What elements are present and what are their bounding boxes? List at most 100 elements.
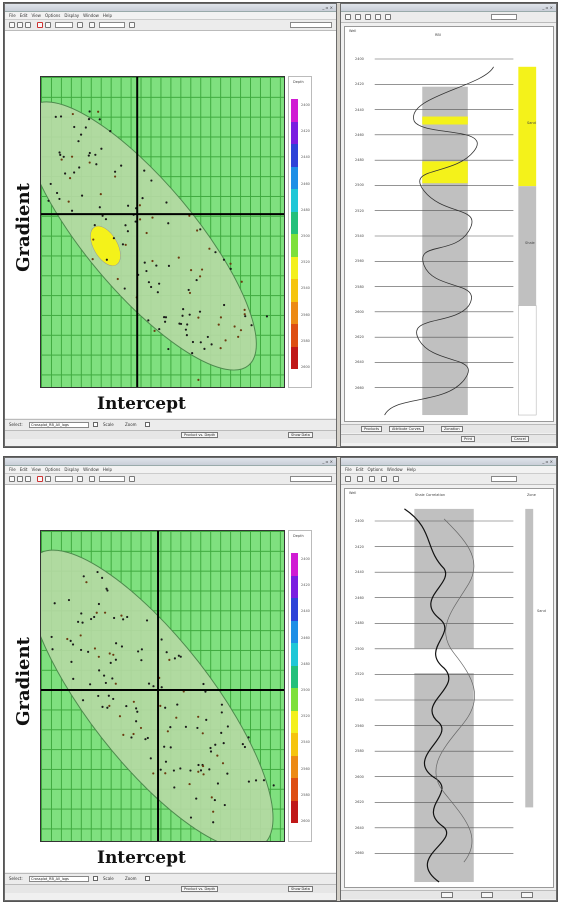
menu-file[interactable]: File [345,467,352,472]
pointer-icon[interactable] [9,22,15,28]
tool-icon[interactable] [345,476,351,482]
menu-options[interactable]: Options [44,13,61,18]
color-icon[interactable] [129,476,135,482]
product-depth-button[interactable]: Product vs. Depth [181,432,219,438]
colorbar-swatch [291,324,298,347]
zoom-select[interactable] [55,22,73,28]
save-icon[interactable] [25,22,31,28]
tab-zonation[interactable]: Zonation [441,426,463,432]
crossplot[interactable] [40,76,285,388]
select-checkbox[interactable] [93,876,98,881]
scatter-point [107,694,110,697]
scatter-point [54,115,57,118]
pointer-icon[interactable] [9,476,15,482]
scatter-point [265,315,269,318]
crossplot-window: _ ▫ × File Edit View Options Display Window He… [4,3,337,447]
tool-icon[interactable] [365,14,371,20]
crossplot-select[interactable]: Crossplot_RB_All_logs [29,422,89,428]
tool-icon[interactable] [357,476,363,482]
zoom-select[interactable] [55,476,73,482]
save-icon[interactable] [25,476,31,482]
open-icon[interactable] [17,22,23,28]
template-select[interactable] [290,22,332,28]
menu-display[interactable]: Display [64,13,80,18]
window-controls-icon[interactable]: _ ▫ × [542,5,553,10]
window-controls-icon[interactable]: _ ▫ × [322,459,333,464]
tool-icon[interactable] [375,14,381,20]
mode-select[interactable] [99,22,125,28]
mode-select[interactable] [99,476,125,482]
scatter-point [112,237,115,240]
colorbar-label: 2540 [301,740,310,745]
menu-file[interactable]: File [9,467,16,472]
menu-window[interactable]: Window [83,467,99,472]
print-button[interactable]: Print [461,436,476,442]
menu-view[interactable]: View [31,467,41,472]
window-controls-icon[interactable]: _ ▫ × [542,459,553,464]
scatter-point [221,762,225,765]
menu-edit[interactable]: Edit [19,467,28,472]
scatter-point [197,763,200,767]
grid-icon[interactable] [77,476,83,482]
nav-button[interactable] [441,892,453,898]
zoom-checkbox[interactable] [145,422,150,427]
scatter-point [124,243,127,246]
menu-file[interactable]: File [9,13,16,18]
product-depth-button[interactable]: Product vs. Depth [181,886,219,892]
grid-icon[interactable] [77,22,83,28]
zoom-checkbox[interactable] [145,876,150,881]
tool-icon[interactable] [369,476,375,482]
colorbar-swatch [291,279,298,302]
scatter-point [197,378,200,381]
color-icon[interactable] [129,22,135,28]
menu-help[interactable]: Help [406,467,416,472]
tool-icon[interactable] [393,476,399,482]
scatter-point [59,153,62,156]
menu-view[interactable]: View [31,13,41,18]
menu-window[interactable]: Window [386,467,403,472]
view-select[interactable] [491,476,517,482]
scatter-point [98,118,101,121]
window-controls-icon[interactable]: _ ▫ × [322,5,333,10]
show-data-button[interactable]: Show Data [288,432,313,438]
nav-button[interactable] [521,892,533,898]
delete-icon[interactable] [37,22,43,28]
depth-label: 2480 [355,621,364,626]
menu-edit[interactable]: Edit [355,467,364,472]
tool-icon[interactable] [381,476,387,482]
zoom-icon[interactable] [45,22,51,28]
select-checkbox[interactable] [93,422,98,427]
open-icon[interactable] [17,476,23,482]
colorbar-label: 2500 [301,688,310,692]
scatter-point [220,731,223,734]
tab-attribute-curves[interactable]: Attribute Curves [389,426,424,432]
menu-options[interactable]: Options [44,467,61,472]
colorbar-swatch [291,800,298,823]
tab-products[interactable]: Products [361,426,383,432]
menu-edit[interactable]: Edit [19,13,28,18]
menu-help[interactable]: Help [102,13,113,18]
delete-icon[interactable] [37,476,43,482]
crossplot[interactable] [40,530,285,842]
crossplot-select[interactable]: Crossplot_RB_All_logs [29,876,89,882]
cancel-button[interactable]: Cancel [511,436,529,442]
show-data-button[interactable]: Show Data [288,886,313,892]
menu-options[interactable]: Options [367,467,383,472]
scatter-point [91,258,94,261]
scatter-point [197,715,200,718]
menu-help[interactable]: Help [102,467,113,472]
print-icon[interactable] [89,22,95,28]
scatter-point [188,313,191,316]
template-select[interactable] [290,476,332,482]
nav-button[interactable] [481,892,493,898]
view-select[interactable] [491,14,517,20]
tool-icon[interactable] [385,14,391,20]
print-icon[interactable] [89,476,95,482]
colorbar-swatch [291,211,298,234]
zoom-icon[interactable] [45,476,51,482]
menu-window[interactable]: Window [83,13,99,18]
menu-display[interactable]: Display [64,467,80,472]
scatter-point [182,308,185,311]
tool-icon[interactable] [355,14,361,20]
tool-icon[interactable] [345,14,351,20]
